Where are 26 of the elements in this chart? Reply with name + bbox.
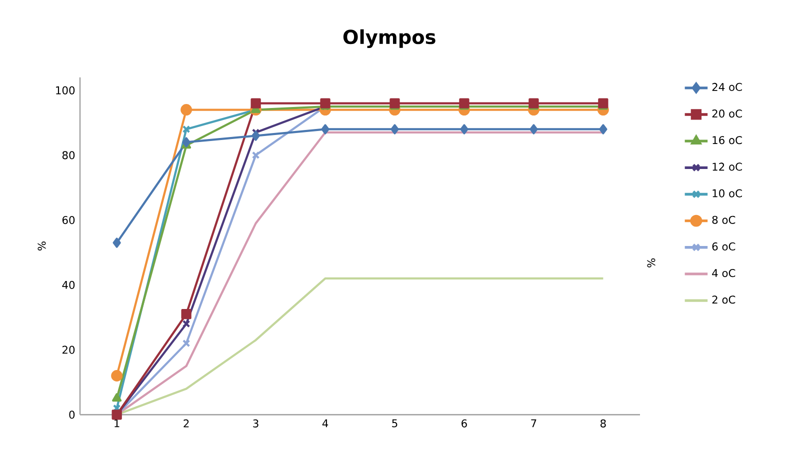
y2-axis-title: % [647, 258, 656, 268]
legend-label: 12 oC [712, 162, 742, 171]
y-tick-label: 20 [62, 346, 75, 354]
x-tick-label: 1 [114, 420, 120, 428]
legend-label: 20 oC [712, 110, 742, 118]
y-tick-label: 40 [62, 281, 75, 290]
x-tick-label: 5 [392, 420, 398, 428]
y-tick-label: 100 [56, 86, 75, 94]
y-tick-label: 0 [69, 410, 75, 419]
chart-title: Olympos [343, 29, 436, 48]
legend-label: 6 oC [712, 242, 736, 251]
x-tick-label: 2 [184, 420, 189, 428]
y-axis-title: % [38, 242, 46, 251]
y-tick-label: 80 [62, 151, 75, 160]
x-tick-label: 4 [322, 420, 328, 428]
legend-label: 4 oC [712, 269, 736, 278]
legend-label: 8 oC [712, 216, 736, 224]
legend-label: 16 oC [712, 136, 742, 144]
y-tick-label: 60 [62, 216, 75, 224]
x-tick-label: 3 [253, 420, 258, 428]
x-tick-label: 8 [600, 420, 606, 428]
legend-label: 2 oC [712, 296, 736, 304]
x-tick-label: 6 [462, 420, 467, 428]
x-tick-label: 7 [531, 420, 536, 428]
legend-label: 24 oC [712, 83, 742, 92]
legend-label: 10 oC [712, 189, 742, 198]
